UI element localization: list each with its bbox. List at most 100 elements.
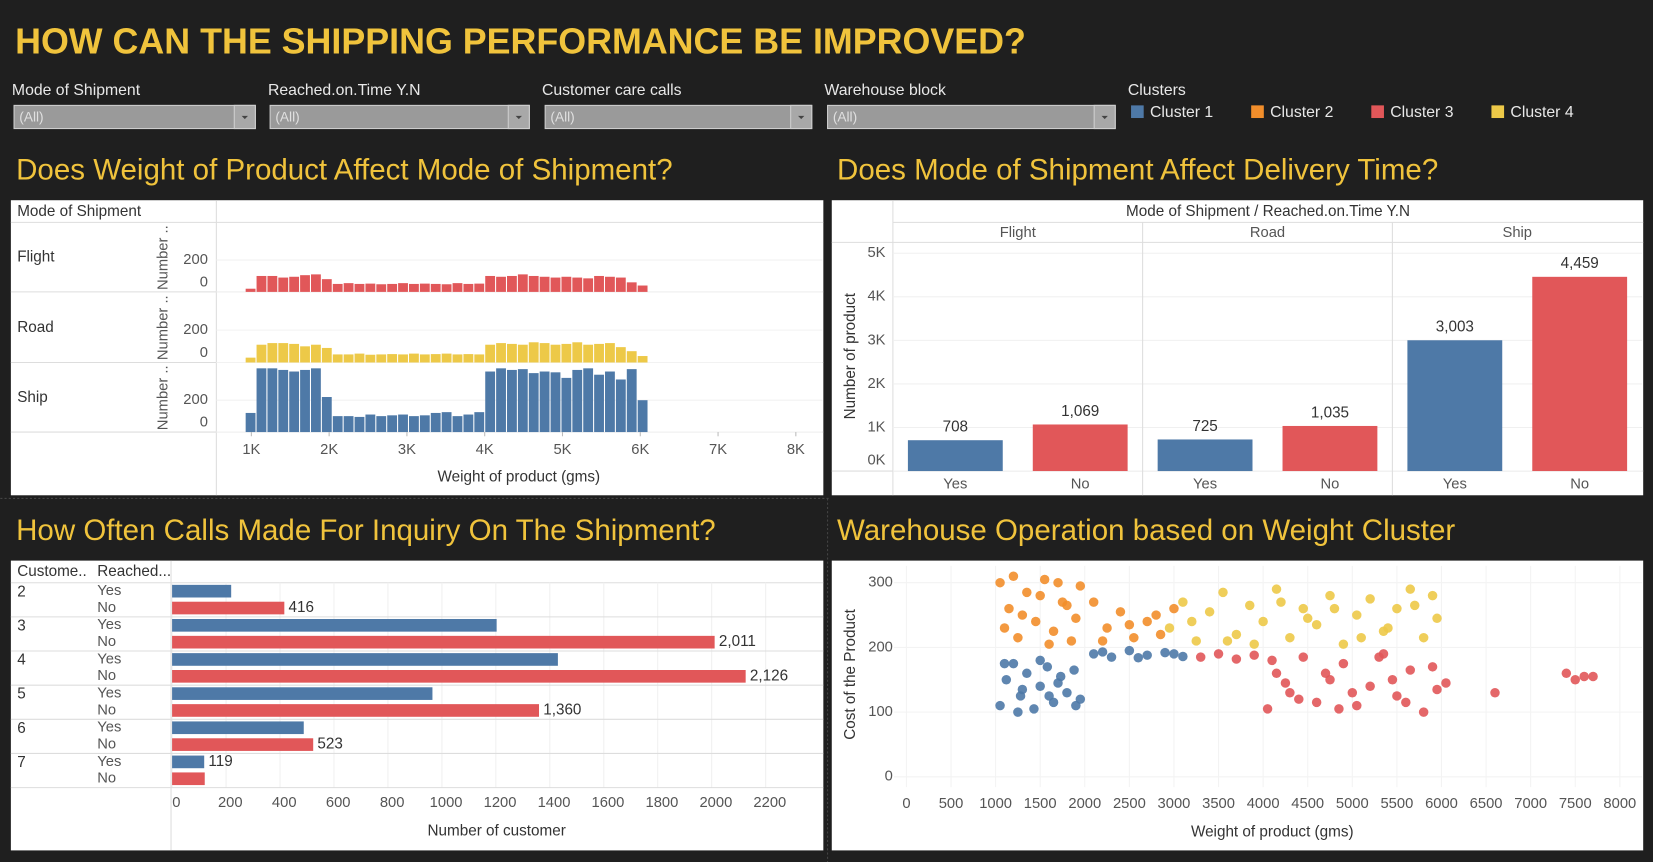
legend-label[interactable]: Cluster 3 bbox=[1390, 104, 1453, 121]
facet-label: Ship bbox=[1502, 225, 1532, 241]
facet-label: Road bbox=[1250, 225, 1285, 241]
filter-dropdown[interactable] bbox=[13, 104, 256, 130]
histogram-bar bbox=[583, 278, 594, 292]
scatter-point bbox=[1035, 655, 1045, 666]
histogram-bar bbox=[376, 354, 387, 363]
x-tick-label: 2200 bbox=[753, 795, 786, 811]
histogram-bar bbox=[256, 344, 267, 363]
y-tick-label: 0 bbox=[200, 414, 208, 430]
legend-label[interactable]: Cluster 1 bbox=[1150, 104, 1213, 121]
y-tick-label: 0 bbox=[200, 274, 208, 290]
histogram-bar bbox=[300, 275, 310, 292]
scatter-point bbox=[1383, 623, 1393, 633]
x-tick-label: 2000 bbox=[1068, 796, 1101, 812]
scatter-point bbox=[1075, 581, 1086, 591]
x-tick-label: No bbox=[1321, 477, 1340, 493]
scatter-point bbox=[1441, 678, 1451, 688]
scatter-point bbox=[1155, 629, 1166, 640]
histogram-bar bbox=[398, 354, 408, 363]
histogram-bar bbox=[398, 414, 408, 433]
scatter-point bbox=[1579, 671, 1589, 682]
scatter-point bbox=[1097, 647, 1108, 657]
y-tick-label: 200 bbox=[183, 392, 208, 408]
histogram-bar bbox=[256, 368, 267, 433]
scatter-point bbox=[1178, 651, 1188, 662]
histogram-bar bbox=[594, 343, 604, 363]
histogram-bar bbox=[311, 368, 321, 433]
histogram-bar bbox=[452, 416, 463, 433]
bar bbox=[172, 584, 232, 598]
scatter-point bbox=[1044, 691, 1054, 701]
x-tick-label: 600 bbox=[326, 795, 351, 811]
scatter-point bbox=[1071, 700, 1081, 711]
y-tick-label: 4K bbox=[867, 289, 885, 305]
histogram-bar bbox=[267, 275, 278, 292]
dashboard-title: HOW CAN THE SHIPPING PERFORMANCE BE IMPR… bbox=[15, 22, 1026, 62]
scatter-point bbox=[1042, 662, 1053, 672]
scatter-point bbox=[1325, 590, 1335, 601]
histogram-bar bbox=[430, 283, 441, 292]
histogram-bar bbox=[539, 371, 550, 433]
scatter-point bbox=[1022, 587, 1032, 598]
bar bbox=[172, 687, 433, 700]
histogram-bar bbox=[245, 412, 256, 433]
legend-swatch[interactable] bbox=[1251, 105, 1264, 119]
x-tick-label: 7K bbox=[709, 442, 727, 458]
scatter-point bbox=[1262, 704, 1273, 714]
scatter-point bbox=[1285, 687, 1295, 698]
scatter-point bbox=[1187, 616, 1197, 627]
histogram-bar bbox=[626, 351, 637, 363]
histogram-bar bbox=[496, 276, 506, 292]
scatter-point bbox=[1008, 658, 1019, 669]
value-label: 1,069 bbox=[1061, 403, 1099, 420]
histogram-bar bbox=[409, 283, 419, 292]
bar bbox=[1282, 425, 1378, 472]
filter-dropdown[interactable] bbox=[544, 104, 813, 130]
scatter-point bbox=[1124, 645, 1135, 656]
filter-value: (All) bbox=[833, 110, 857, 125]
y-tick-label: 200 bbox=[183, 322, 208, 338]
legend-swatch[interactable] bbox=[1371, 105, 1384, 119]
histogram-bar bbox=[409, 416, 419, 433]
scatter-point bbox=[1035, 590, 1045, 601]
x-tick-label: 400 bbox=[272, 795, 297, 811]
row-header: Reached... bbox=[97, 563, 171, 580]
histogram-bar bbox=[528, 342, 539, 363]
x-tick-label: 1000 bbox=[979, 796, 1012, 812]
histogram-bar bbox=[278, 277, 289, 292]
scatter-point bbox=[1338, 639, 1349, 649]
scatter-point bbox=[1401, 697, 1411, 708]
series-label: Yes bbox=[97, 651, 121, 667]
scatter-point bbox=[1427, 590, 1438, 601]
legend-label[interactable]: Cluster 4 bbox=[1510, 104, 1573, 121]
histogram-bar bbox=[496, 368, 506, 433]
legend-swatch[interactable] bbox=[1491, 105, 1505, 119]
bar bbox=[172, 721, 304, 735]
x-tick-label: 1500 bbox=[1024, 796, 1057, 812]
histogram-bar bbox=[539, 343, 550, 363]
histogram-bar bbox=[550, 344, 561, 363]
histogram-bar bbox=[311, 274, 321, 292]
value-label: 1,360 bbox=[543, 701, 581, 718]
x-tick-label: Yes bbox=[1443, 477, 1467, 493]
bar bbox=[172, 738, 314, 751]
filter-dropdown[interactable] bbox=[827, 104, 1116, 130]
histogram-bar bbox=[311, 344, 321, 363]
scatter-point bbox=[1048, 626, 1059, 636]
scatter-point bbox=[1231, 654, 1242, 664]
legend-label[interactable]: Cluster 2 bbox=[1270, 104, 1333, 121]
legend-swatch[interactable] bbox=[1131, 105, 1144, 119]
histogram-bar bbox=[474, 283, 485, 292]
scatter-point bbox=[1017, 684, 1028, 695]
scatter-point bbox=[1387, 675, 1398, 685]
scatter-point bbox=[1097, 636, 1108, 646]
scatter-point bbox=[1164, 623, 1175, 633]
scatter-point bbox=[1218, 587, 1228, 598]
histogram-bar bbox=[430, 412, 441, 433]
filter-dropdown[interactable] bbox=[269, 104, 530, 130]
value-label: 708 bbox=[943, 419, 968, 436]
histogram-bar bbox=[517, 274, 528, 292]
scatter-point bbox=[1334, 704, 1344, 714]
category-label: 6 bbox=[17, 720, 25, 737]
